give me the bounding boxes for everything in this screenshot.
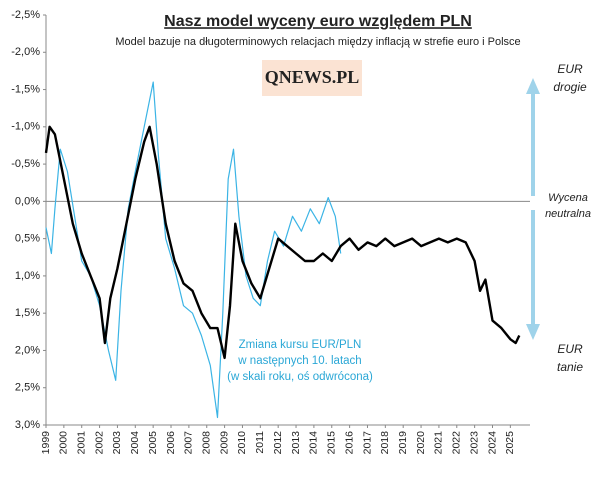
chart-subtitle: Model bazuje na długoterminowych relacja… xyxy=(115,36,520,48)
annotation: Zmiana kursu EUR/PLN xyxy=(239,339,362,351)
annotation: neutralna xyxy=(545,208,591,220)
x-tick-label: 2020 xyxy=(415,431,427,455)
chart-title: Nasz model wyceny euro względem PLN xyxy=(164,13,472,30)
x-tick-label: 2017 xyxy=(361,431,373,455)
x-tick-label: 2009 xyxy=(218,431,230,455)
x-tick-label: 2023 xyxy=(468,431,480,455)
x-tick-label: 2025 xyxy=(504,431,516,455)
x-tick-label: 2003 xyxy=(111,431,123,455)
x-tick-label: 2001 xyxy=(76,431,88,455)
arrows xyxy=(526,78,540,340)
x-tick-label: 2002 xyxy=(93,431,105,455)
logo-box xyxy=(262,60,362,96)
x-tick-label: 1999 xyxy=(40,431,52,455)
x-tick-label: 2004 xyxy=(129,431,141,455)
x-tick-label: 2013 xyxy=(290,431,302,455)
y-tick-label: 2,5% xyxy=(15,382,40,394)
annotation: drogie xyxy=(553,80,587,94)
y-tick-label: -1,5% xyxy=(11,83,40,95)
x-tick-label: 2010 xyxy=(236,431,248,455)
y-tick-label: 0,0% xyxy=(15,195,40,207)
x-tick-label: 2011 xyxy=(254,431,266,454)
annotation: tanie xyxy=(557,360,583,374)
y-tick-label: -2,0% xyxy=(11,46,40,58)
x-tick-label: 2007 xyxy=(183,431,195,455)
x-tick-label: 2021 xyxy=(433,431,445,455)
annotation: (w skali roku, oś odwrócona) xyxy=(227,371,373,383)
y-tick-label: -2,5% xyxy=(11,9,40,21)
series-line xyxy=(44,125,521,360)
x-tick-label: 2024 xyxy=(486,431,498,455)
x-tick-label: 2000 xyxy=(58,431,70,455)
annotation: Wycena xyxy=(548,192,588,204)
x-tick-label: 2008 xyxy=(201,431,213,455)
x-tick-label: 2006 xyxy=(165,431,177,455)
x-tick-label: 2022 xyxy=(451,431,463,455)
y-tick-label: -1,0% xyxy=(11,121,40,133)
x-tick-label: 2019 xyxy=(397,431,409,455)
y-tick-label: 2,0% xyxy=(15,344,40,356)
x-tick-label: 2015 xyxy=(326,431,338,455)
x-tick-label: 2014 xyxy=(308,431,320,455)
x-tick-label: 2012 xyxy=(272,431,284,455)
annotation: w następnych 10. latach xyxy=(237,355,361,367)
y-tick-label: 1,0% xyxy=(15,270,40,282)
annotation: EUR xyxy=(557,342,583,356)
x-tick-label: 2005 xyxy=(147,431,159,455)
y-tick-label: 1,5% xyxy=(15,307,40,319)
x-tick-label: 2016 xyxy=(343,431,355,455)
y-tick-label: 3,0% xyxy=(15,419,40,431)
y-tick-label: -0,5% xyxy=(11,158,40,170)
y-tick-label: 0,5% xyxy=(15,233,40,245)
x-tick-label: 2018 xyxy=(379,431,391,455)
logo: QNEWS.PL xyxy=(265,67,360,87)
annotation: EUR xyxy=(557,62,583,76)
series-line xyxy=(45,81,342,419)
